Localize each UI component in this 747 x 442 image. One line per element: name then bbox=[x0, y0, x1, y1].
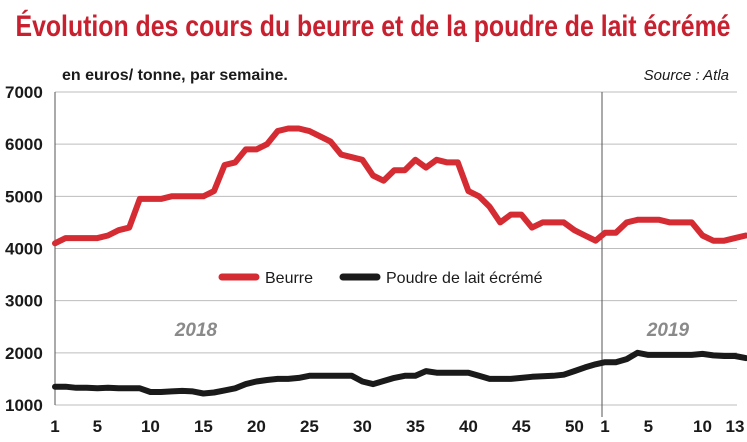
x-tick-label: 1 bbox=[600, 417, 609, 436]
grid bbox=[55, 91, 737, 406]
y-tick-label: 5000 bbox=[5, 187, 43, 206]
series-line-poudre bbox=[52, 349, 747, 397]
x-tick-label: 50 bbox=[565, 417, 584, 436]
x-tick-label: 30 bbox=[353, 417, 372, 436]
y-tick-label: 2000 bbox=[5, 344, 43, 363]
year-label-2019: 2019 bbox=[646, 320, 690, 341]
year-labels: 2018 2019 bbox=[174, 320, 690, 341]
chart-title: Évolution des cours du beurre et de la p… bbox=[16, 9, 731, 43]
x-tick-label: 45 bbox=[512, 417, 531, 436]
x-tick-label: 15 bbox=[194, 417, 213, 436]
x-tick-label: 1 bbox=[50, 417, 59, 436]
x-tick-label: 13 bbox=[726, 417, 745, 436]
legend-label-beurre: Beurre bbox=[265, 270, 313, 287]
y-tick-label: 1000 bbox=[5, 396, 43, 415]
legend: Beurre Poudre de lait écrémé bbox=[218, 270, 543, 287]
year-label-2018: 2018 bbox=[174, 320, 218, 341]
y-tick-label: 7000 bbox=[5, 83, 43, 102]
x-tick-label: 10 bbox=[141, 417, 160, 436]
y-tick-label: 6000 bbox=[5, 135, 43, 154]
x-tick-label: 10 bbox=[693, 417, 712, 436]
x-tick-label: 5 bbox=[644, 417, 653, 436]
series-lines bbox=[52, 125, 747, 397]
x-tick-label: 25 bbox=[300, 417, 319, 436]
chart-source: Source : Atla bbox=[644, 67, 729, 84]
y-tick-label: 3000 bbox=[5, 292, 43, 311]
x-tick-label: 35 bbox=[406, 417, 425, 436]
y-tick-label: 4000 bbox=[5, 240, 43, 259]
chart-subtitle: en euros/ tonne, par semaine. bbox=[62, 67, 288, 84]
x-tick-label: 20 bbox=[247, 417, 266, 436]
series-line-beurre bbox=[52, 125, 747, 247]
x-tick-label: 40 bbox=[459, 417, 478, 436]
x-tick-label: 5 bbox=[93, 417, 102, 436]
legend-label-poudre: Poudre de lait écrémé bbox=[386, 270, 543, 287]
